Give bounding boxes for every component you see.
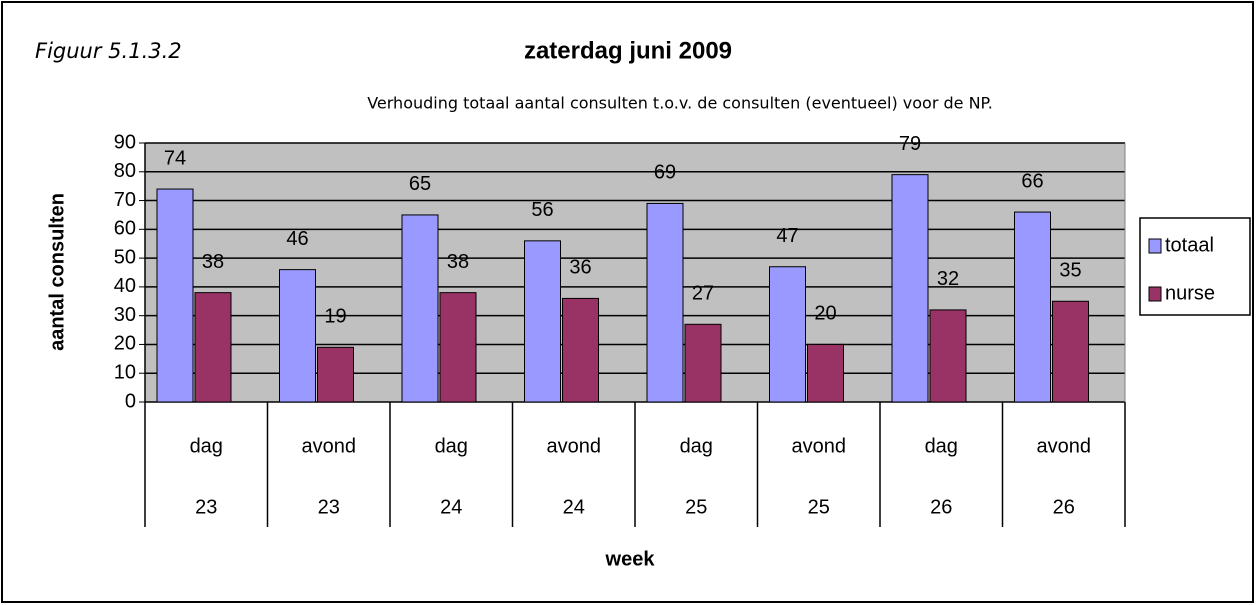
data-label: 56 — [531, 199, 553, 221]
bar — [524, 240, 561, 403]
x-tick-label: avond — [547, 435, 602, 457]
x-group-label: 24 — [440, 496, 462, 518]
bar — [401, 214, 439, 403]
data-label: 79 — [899, 133, 921, 155]
y-tick-label: 50 — [114, 246, 136, 268]
bar — [684, 323, 722, 403]
bar — [807, 343, 844, 403]
data-label: 66 — [1021, 170, 1043, 192]
legend-swatch — [1148, 238, 1162, 254]
bar — [317, 346, 354, 403]
x-group-label: 25 — [808, 496, 830, 518]
chart-subtitle: Verhouding totaal aantal consulten t.o.v… — [367, 94, 993, 113]
x-tick-label: avond — [302, 435, 357, 457]
x-group-label: 26 — [930, 496, 952, 518]
y-tick-label: 20 — [114, 333, 136, 355]
x-tick-label: dag — [190, 435, 223, 457]
x-group-label: 24 — [563, 496, 585, 518]
data-label: 38 — [447, 251, 469, 273]
x-tick-label: avond — [1037, 435, 1092, 457]
y-axis-label: aantal consulten — [46, 193, 68, 351]
legend-label: totaal — [1165, 234, 1214, 256]
x-group-label: 26 — [1053, 496, 1075, 518]
x-tick-label: dag — [925, 435, 958, 457]
x-axis-label: week — [605, 548, 656, 570]
data-label: 19 — [324, 306, 346, 328]
data-label: 32 — [937, 268, 959, 290]
data-label: 46 — [286, 228, 308, 250]
bar — [646, 202, 684, 403]
chart-title: zaterdag juni 2009 — [524, 37, 732, 64]
legend-swatch — [1148, 286, 1162, 302]
bar — [929, 309, 967, 403]
y-tick-label: 70 — [114, 189, 136, 211]
x-tick-label: dag — [680, 435, 713, 457]
bar — [1052, 300, 1089, 403]
bar — [891, 174, 929, 403]
data-label: 65 — [409, 173, 431, 195]
data-label: 20 — [814, 303, 836, 325]
x-group-label: 23 — [318, 496, 340, 518]
y-tick-label: 10 — [114, 362, 136, 384]
data-label: 74 — [164, 147, 186, 169]
bar — [439, 292, 477, 403]
y-tick-label: 90 — [114, 131, 136, 153]
data-label: 35 — [1059, 260, 1081, 282]
legend-label: nurse — [1165, 282, 1215, 304]
bar — [194, 292, 232, 403]
y-tick-label: 60 — [114, 218, 136, 240]
bar — [1014, 211, 1051, 403]
data-label: 38 — [202, 251, 224, 273]
bar — [562, 297, 599, 403]
data-label: 69 — [654, 162, 676, 184]
y-tick-label: 0 — [125, 390, 136, 412]
x-group-label: 25 — [685, 496, 707, 518]
data-label: 36 — [569, 257, 591, 279]
data-label: 27 — [692, 283, 714, 305]
data-label: 47 — [776, 225, 798, 247]
y-tick-label: 40 — [114, 275, 136, 297]
x-tick-label: dag — [435, 435, 468, 457]
bar — [279, 269, 316, 403]
bar — [769, 266, 806, 403]
bar — [156, 188, 194, 403]
figure-label: Figuur 5.1.3.2 — [35, 39, 182, 63]
y-tick-label: 30 — [114, 304, 136, 326]
x-group-label: 23 — [195, 496, 217, 518]
x-tick-label: avond — [792, 435, 847, 457]
y-tick-label: 80 — [114, 160, 136, 182]
